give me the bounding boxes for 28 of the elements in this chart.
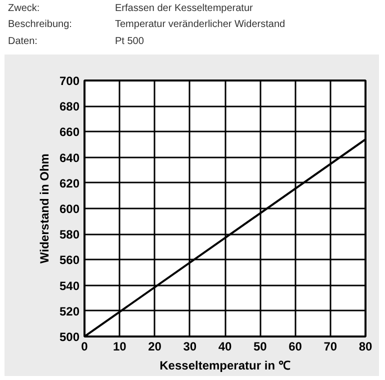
y-tick-label: 620 (59, 176, 80, 190)
y-tick-label: 660 (59, 125, 80, 140)
x-axis-title: Kesseltemperatur in ℃ (160, 358, 290, 372)
y-tick-label: 680 (59, 100, 80, 114)
x-tick-label: 10 (112, 340, 127, 354)
text: Beschreibung: (7, 18, 73, 32)
text: Zweck: (7, 2, 41, 16)
x-tick-label: 60 (288, 340, 302, 354)
x-tick-label: 80 (358, 340, 372, 354)
x-tick-label: 50 (253, 340, 268, 354)
y-tick-label: 600 (59, 202, 80, 216)
y-tick-label: 540 (59, 278, 80, 293)
x-tick-label: 20 (148, 340, 162, 354)
y-axis-title: Widerstand in Ohm (37, 154, 52, 264)
y-tick-label: 640 (59, 150, 80, 165)
text: Pt 500 (115, 34, 145, 49)
y-tick-label: 520 (59, 304, 80, 318)
x-tick-label: 30 (183, 340, 197, 354)
text: Temperatur veränderlicher Widerstand (115, 18, 286, 32)
y-tick-label: 560 (59, 253, 80, 268)
x-tick-label: 40 (218, 340, 232, 354)
y-tick-label: 700 (59, 74, 80, 88)
y-tick-label: 500 (59, 330, 80, 344)
x-tick-label: 0 (81, 340, 88, 354)
text: Erfassen der Kesseltemperatur (115, 2, 254, 16)
x-tick-label: 70 (324, 340, 338, 354)
y-tick-label: 580 (59, 228, 80, 242)
text: Daten: (7, 34, 38, 49)
